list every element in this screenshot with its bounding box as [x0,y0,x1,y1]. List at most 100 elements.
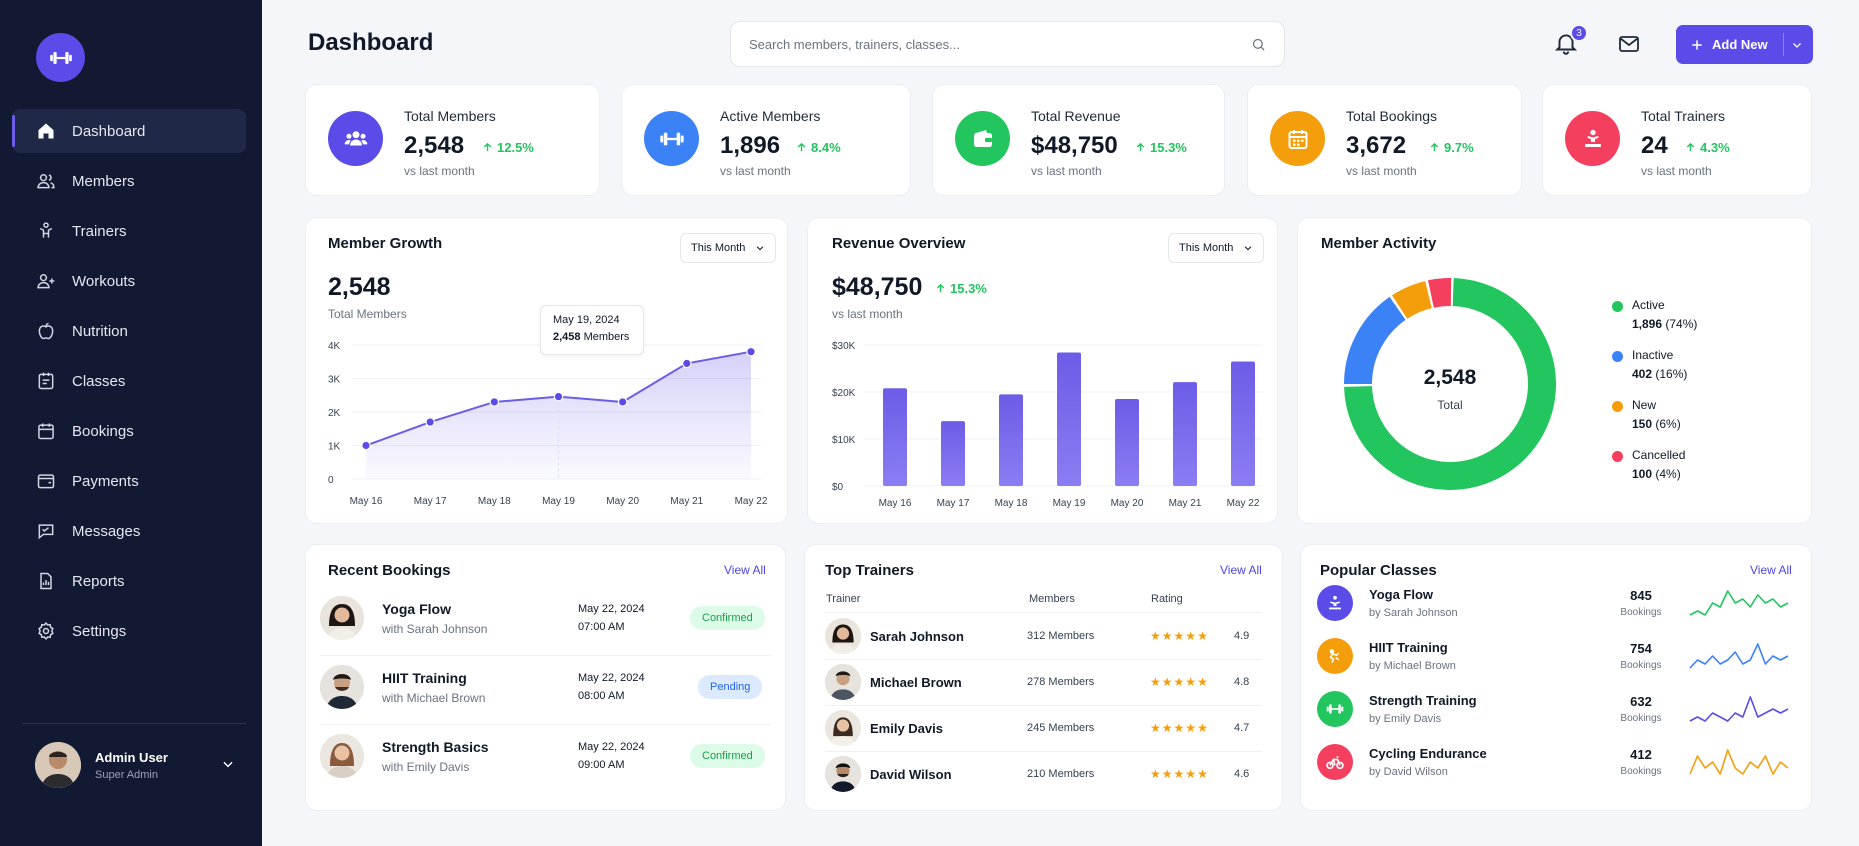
class-trainer: by Sarah Johnson [1369,607,1458,619]
y-tick-label: 2K [328,408,341,419]
notification-badge: 3 [1570,24,1588,42]
booking-trainer: with Emily Davis [382,759,470,774]
list-item[interactable]: HIIT Training by Michael Brown 754 Bookin… [1317,630,1791,682]
legend-name: Inactive [1632,348,1674,362]
report-icon [40,572,52,590]
x-tick-label: May 19 [542,496,575,507]
arrow-up-icon [1136,142,1145,152]
sidebar-item-nutrition[interactable]: Nutrition [12,309,246,353]
class-name: Yoga Flow [1369,587,1434,602]
stat-sub: vs last month [1641,164,1712,178]
sidebar-item-messages[interactable]: Messages [12,509,246,553]
add-new-button[interactable]: Add New [1676,25,1813,64]
table-row[interactable]: Michael Brown 278 Members ★ ★ ★ ★ ★ 4.8 [825,659,1262,705]
sidebar-item-settings[interactable]: Settings [12,609,246,653]
sidebar-item-workouts[interactable]: Workouts [12,259,246,303]
legend-value: 150 [1632,417,1653,431]
bar [883,388,907,486]
avatar [825,710,861,746]
recent-bookings-card: Recent Bookings View All Yoga Flow with … [305,544,786,811]
list-item[interactable]: Cycling Endurance by David Wilson 412 Boo… [1317,736,1791,788]
class-bookings: 845 Bookings [1620,588,1662,618]
x-tick-label: May 19 [1053,498,1086,509]
chevron-down-icon[interactable] [1791,39,1803,51]
y-tick-label: $0 [832,482,844,493]
donut-center-label: Total [1437,398,1463,412]
booking-class: Yoga Flow [382,600,451,617]
chart-tooltip: May 19, 2024 2,458 Members [540,305,644,355]
legend-name: Active [1632,298,1665,312]
stat-label: Active Members [720,108,821,124]
stat-label: Total Members [404,108,496,124]
x-tick-label: May 20 [606,496,639,507]
trainer-rating: 4.7 [1234,722,1250,734]
search-input[interactable] [749,36,1251,52]
sidebar-item-bookings[interactable]: Bookings [12,409,246,453]
list-item[interactable]: Strength Training by Emily Davis 632 Book… [1317,683,1791,735]
sparkline-path [1689,643,1789,669]
sidebar-item-payments[interactable]: Payments [12,459,246,503]
add-new-label: Add New [1712,37,1768,52]
card-title: Member Growth [328,235,443,252]
recent-bookings-view-all[interactable]: View All [724,563,766,577]
bell-icon[interactable] [1553,30,1579,56]
legend-name: New [1632,398,1657,412]
sidebar-item-reports[interactable]: Reports [12,559,246,603]
sidebar-item-dashboard[interactable]: Dashboard [12,109,246,153]
stat-card-total-members: Total Members 2,548 12.5% vs last month [305,84,600,196]
sidebar-item-label: Messages [72,522,141,540]
workout-icon [37,274,55,289]
stat-value: 1,896 [720,132,781,159]
x-tick-label: May 16 [879,498,912,509]
sparkline-path [1689,590,1789,616]
table-row[interactable]: David Wilson 210 Members ★ ★ ★ ★ ★ 4.6 [825,751,1262,797]
rating-stars: ★ ★ ★ ★ ★ [1150,721,1208,735]
stat-label: Total Trainers [1641,108,1726,124]
sidebar-item-trainers[interactable]: Trainers [12,209,246,253]
list-item[interactable]: HIIT Training with Michael Brown May 22,… [320,655,771,719]
search-bar[interactable] [730,21,1285,67]
sidebar-item-label: Workouts [72,272,136,290]
list-item[interactable]: Yoga Flow with Sarah Johnson May 22, 202… [320,586,771,650]
chevron-down-icon[interactable] [221,757,235,771]
stat-value: 3,672 [1346,132,1407,159]
message-icon [38,524,54,540]
dumbbell-icon[interactable] [36,33,85,82]
class-trainer: by Emily Davis [1369,713,1442,725]
sidebar-item-label: Reports [72,572,125,590]
data-point [617,397,628,407]
user-profile[interactable]: Admin User Super Admin [35,741,235,789]
sidebar-item-label: Bookings [72,422,134,440]
card-title: Recent Bookings [328,562,451,579]
card-title: Member Activity [1321,235,1437,252]
list-item[interactable]: Strength Basics with Emily Davis May 22,… [320,724,771,788]
arrow-up-icon [797,142,806,152]
x-tick-label: May 22 [1227,498,1260,509]
member-growth-filter[interactable]: This Month [680,233,777,263]
class-trainer: by David Wilson [1369,766,1448,778]
popular-classes-view-all[interactable]: View All [1750,563,1792,577]
mail-icon[interactable] [1617,32,1641,56]
dumbbell-icon [644,111,699,166]
legend-item: Inactive 402 (16%) [1612,348,1687,381]
wallet-icon [955,111,1010,166]
revenue-overview-value: $48,750 [832,273,923,301]
table-row[interactable]: Sarah Johnson 312 Members ★ ★ ★ ★ ★ 4.9 [825,613,1262,659]
revenue-overview-card: Revenue Overview This Month $48,750 15.3… [807,217,1278,524]
bar [1057,352,1081,486]
stat-value: 2,548 [404,132,465,159]
revenue-overview-filter[interactable]: This Month [1168,233,1265,263]
user-name: Admin User [95,749,168,765]
sidebar-item-members[interactable]: Members [12,159,246,203]
member-activity-card: Member Activity 2,548 Total [1297,217,1812,524]
donut-center-value: 2,548 [1423,366,1477,389]
list-item[interactable]: Yoga Flow by Sarah Johnson 845 Bookings [1317,577,1791,629]
rating-stars: ★ ★ ★ ★ ★ [1150,629,1208,643]
search-icon[interactable] [1251,37,1266,52]
table-row[interactable]: Emily Davis 245 Members ★ ★ ★ ★ ★ 4.7 [825,705,1262,751]
top-trainers-view-all[interactable]: View All [1220,563,1262,577]
stat-change: 9.7% [1429,140,1474,155]
sidebar-item-classes[interactable]: Classes [12,359,246,403]
sparkline [1689,590,1789,616]
sidebar-divider [22,723,246,724]
